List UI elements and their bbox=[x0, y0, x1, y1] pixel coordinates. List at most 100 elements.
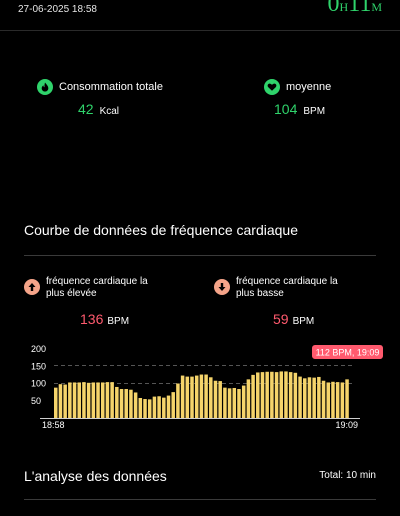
duration-minutes-unit: M bbox=[371, 0, 382, 14]
x-label-start: 18:58 bbox=[42, 420, 65, 430]
hr-bar bbox=[312, 377, 316, 418]
lowest-hr-value: 59 bbox=[273, 311, 289, 327]
average-value-row: 104 BPM bbox=[274, 101, 325, 117]
heart-icon bbox=[264, 79, 280, 95]
hr-bar bbox=[241, 385, 246, 418]
section-divider bbox=[24, 255, 376, 256]
hr-bar bbox=[138, 397, 143, 418]
hr-bar bbox=[213, 380, 218, 418]
hr-bar bbox=[335, 382, 340, 418]
hr-bar bbox=[143, 399, 147, 418]
hr-bar bbox=[96, 382, 100, 418]
hr-bar bbox=[110, 382, 114, 418]
hr-bar bbox=[321, 380, 326, 418]
consumption-stat: Consommation totale bbox=[37, 79, 163, 95]
analysis-total: Total: 10 min bbox=[319, 470, 376, 481]
hr-bar bbox=[77, 382, 81, 418]
hr-bar bbox=[190, 376, 194, 418]
hr-bar bbox=[246, 379, 251, 418]
hr-bar bbox=[63, 384, 67, 418]
lowest-hr-unit: BPM bbox=[292, 316, 315, 327]
average-label: moyenne bbox=[286, 81, 332, 93]
average-value: 104 bbox=[274, 101, 298, 117]
session-timestamp: 27-06-2025 18:58 bbox=[18, 4, 97, 15]
y-tick-label: 100 bbox=[31, 379, 46, 389]
highest-hr-unit: BPM bbox=[107, 316, 130, 327]
top-divider bbox=[0, 30, 400, 31]
chart-tooltip-text: 112 BPM, 19:09 bbox=[316, 348, 380, 358]
hr-bar bbox=[105, 382, 110, 418]
highest-hr-value: 136 bbox=[80, 311, 104, 327]
session-duration: 0H11M bbox=[328, 0, 382, 18]
heart-rate-section-title: Courbe de données de fréquence cardiaque bbox=[24, 222, 298, 238]
hr-bar bbox=[147, 399, 152, 418]
duration-minutes: 11 bbox=[348, 0, 372, 17]
y-tick-label: 150 bbox=[31, 361, 46, 371]
highest-hr-label: fréquence cardiaque la plus élevée bbox=[46, 276, 148, 299]
hr-bar bbox=[223, 387, 227, 418]
hr-bar bbox=[185, 376, 190, 418]
hr-bar bbox=[232, 387, 237, 418]
hr-bar bbox=[298, 376, 302, 418]
hr-bar bbox=[152, 396, 157, 418]
x-label-end: 19:09 bbox=[335, 420, 358, 430]
hr-bar bbox=[274, 372, 279, 418]
hr-bar bbox=[133, 392, 138, 418]
hr-bar bbox=[166, 395, 171, 418]
hr-bar bbox=[209, 377, 213, 418]
hr-bar bbox=[100, 382, 105, 418]
hr-bar bbox=[256, 372, 260, 418]
chart-tooltip bbox=[312, 345, 383, 359]
y-tick-label: 200 bbox=[31, 344, 46, 354]
hr-bar bbox=[199, 374, 204, 418]
hr-bar bbox=[171, 392, 175, 418]
hr-bar bbox=[157, 396, 161, 418]
average-stat: moyenne bbox=[264, 79, 331, 95]
hr-bar bbox=[227, 388, 232, 418]
hr-bar bbox=[180, 375, 185, 418]
hr-bar bbox=[218, 381, 222, 418]
consumption-value: 42 bbox=[78, 101, 94, 117]
hr-bar bbox=[251, 374, 255, 418]
hr-bar bbox=[284, 371, 288, 418]
arrow-up-icon bbox=[24, 279, 40, 295]
arrow-down-icon bbox=[214, 279, 230, 295]
analysis-title: L'analyse des données bbox=[24, 468, 167, 484]
hr-bar bbox=[303, 378, 307, 418]
consumption-unit: Kcal bbox=[99, 106, 120, 117]
fire-icon bbox=[37, 79, 53, 95]
hr-bar bbox=[265, 371, 269, 418]
hr-bar bbox=[260, 372, 265, 418]
hr-bar bbox=[115, 386, 119, 418]
hr-bar bbox=[204, 374, 208, 418]
analysis-divider bbox=[24, 499, 376, 500]
hr-bar bbox=[326, 382, 331, 418]
y-tick-label: 50 bbox=[31, 396, 41, 406]
hr-bar bbox=[237, 389, 241, 418]
lowest-hr-label: fréquence cardiaque la plus basse bbox=[236, 276, 338, 299]
hr-bar bbox=[279, 371, 284, 418]
hr-bar bbox=[340, 382, 345, 418]
hr-bar bbox=[54, 387, 58, 418]
hr-bar bbox=[72, 382, 77, 418]
hr-bar bbox=[58, 384, 63, 418]
hr-bar bbox=[194, 375, 199, 418]
consumption-value-row: 42 Kcal bbox=[78, 101, 119, 117]
hr-bar bbox=[345, 379, 349, 418]
heart-rate-chart[interactable]: 200 150 100 50 18:58 19:09 112 BPM, 19:09 bbox=[0, 338, 400, 438]
consumption-label: Consommation totale bbox=[59, 81, 163, 93]
highest-hr-value-row: 136 BPM bbox=[80, 311, 129, 327]
hr-bar bbox=[288, 372, 293, 418]
hr-bar bbox=[68, 382, 72, 418]
hr-bar bbox=[129, 389, 133, 418]
hr-bar bbox=[317, 376, 321, 418]
hr-bar bbox=[307, 377, 312, 418]
hr-bar bbox=[119, 389, 124, 418]
lowest-hr-value-row: 59 BPM bbox=[273, 311, 314, 327]
top-bar: 27-06-2025 18:58 0H11M bbox=[0, 0, 400, 30]
hr-bar bbox=[270, 371, 274, 418]
hr-bar bbox=[82, 382, 86, 418]
duration-hours: 0 bbox=[327, 0, 340, 17]
hr-bar bbox=[124, 389, 128, 418]
hr-bar bbox=[331, 381, 335, 418]
